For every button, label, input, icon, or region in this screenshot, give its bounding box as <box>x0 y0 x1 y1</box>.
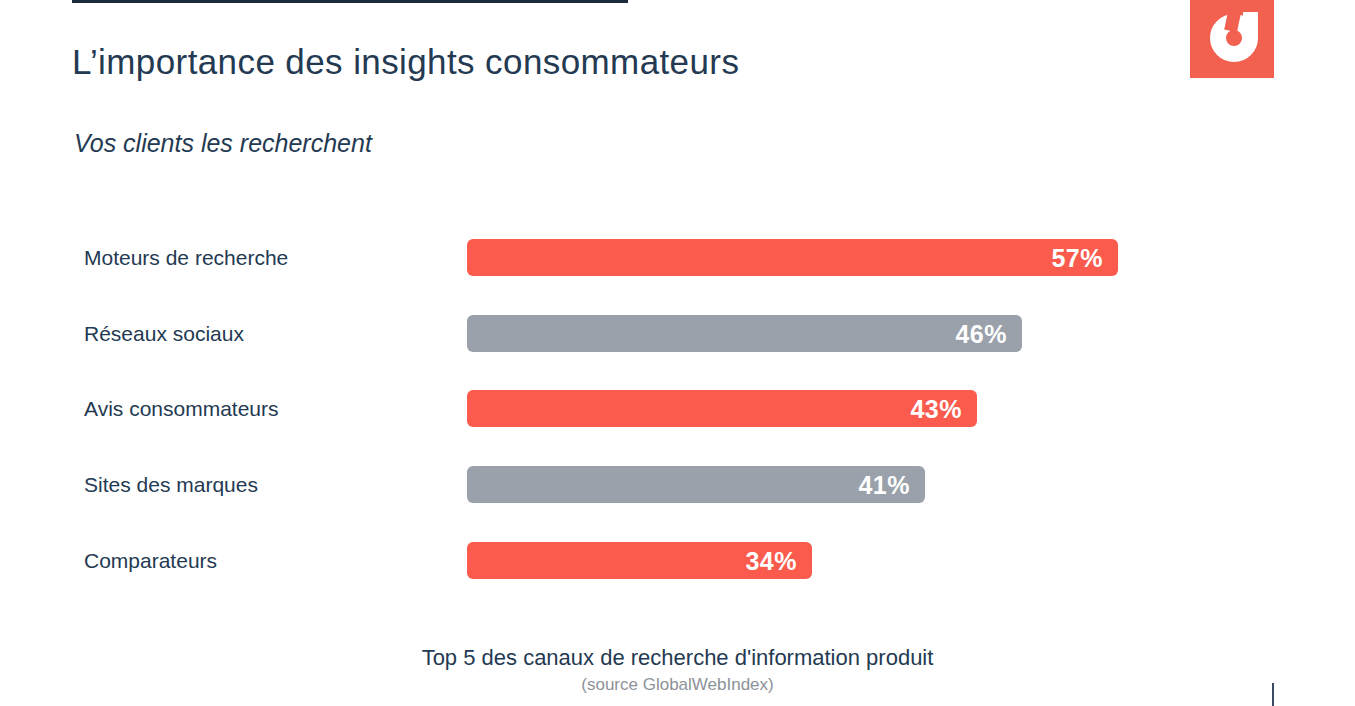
chart-row: Comparateurs 34% <box>0 542 1355 579</box>
value-label: 34% <box>467 542 812 579</box>
chart-row: Moteurs de recherche 57% <box>0 239 1355 276</box>
bar: 34% <box>467 542 812 579</box>
bar: 46% <box>467 315 1022 352</box>
value-label: 57% <box>467 239 1118 276</box>
category-label: Sites des marques <box>84 466 258 503</box>
value-label: 43% <box>467 390 977 427</box>
value-label: 41% <box>467 466 925 503</box>
bar: 41% <box>467 466 925 503</box>
category-label: Réseaux sociaux <box>84 315 244 352</box>
category-label: Avis consommateurs <box>84 390 279 427</box>
bar: 43% <box>467 390 977 427</box>
slide: L’importance des insights consommateurs … <box>0 0 1355 706</box>
chart-row: Sites des marques 41% <box>0 466 1355 503</box>
category-label: Moteurs de recherche <box>84 239 288 276</box>
chart-title: Top 5 des canaux de recherche d'informat… <box>0 645 1355 671</box>
bar-chart: Moteurs de recherche 57% Réseaux sociaux 46… <box>0 0 1355 620</box>
text-cursor <box>1272 683 1274 706</box>
chart-row: Réseaux sociaux 46% <box>0 315 1355 352</box>
chart-row: Avis consommateurs 43% <box>0 390 1355 427</box>
value-label: 46% <box>467 315 1022 352</box>
chart-source: (source GlobalWebIndex) <box>0 675 1355 695</box>
bar: 57% <box>467 239 1118 276</box>
category-label: Comparateurs <box>84 542 217 579</box>
